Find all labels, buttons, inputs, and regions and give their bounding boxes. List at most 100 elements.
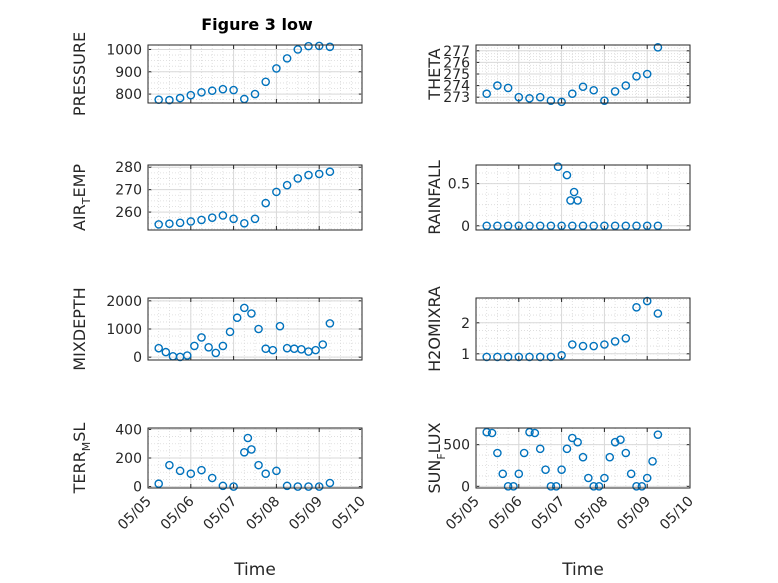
data-point bbox=[247, 309, 256, 318]
data-point bbox=[514, 221, 524, 231]
data-point bbox=[175, 218, 185, 228]
axes-box bbox=[147, 44, 363, 104]
data-point bbox=[186, 217, 196, 226]
data-point bbox=[578, 452, 588, 462]
data-point bbox=[642, 473, 652, 483]
data-point bbox=[493, 448, 502, 458]
data-point bbox=[275, 321, 285, 331]
x-tick-label: 05/05 bbox=[115, 494, 155, 534]
data-point bbox=[632, 302, 641, 312]
data-point bbox=[569, 187, 579, 197]
y-tick-label: 2 bbox=[461, 316, 470, 332]
axes-box bbox=[147, 297, 363, 361]
data-point bbox=[229, 214, 238, 224]
data-point bbox=[229, 482, 238, 491]
data-point bbox=[519, 448, 529, 458]
data-point bbox=[610, 87, 620, 96]
data-point bbox=[621, 448, 631, 458]
data-point bbox=[642, 221, 652, 231]
data-point bbox=[239, 303, 249, 313]
data-point bbox=[616, 435, 625, 444]
data-point bbox=[653, 221, 663, 231]
data-point bbox=[218, 481, 228, 491]
data-point bbox=[525, 94, 534, 103]
y-tick-label: 260 bbox=[115, 205, 142, 221]
data-point bbox=[503, 482, 513, 491]
y-axis-label: THETA bbox=[425, 48, 444, 100]
data-point bbox=[282, 180, 292, 190]
data-point bbox=[204, 343, 213, 352]
data-point bbox=[161, 347, 171, 357]
data-point bbox=[197, 333, 206, 342]
data-point bbox=[272, 466, 281, 476]
data-point bbox=[247, 445, 256, 454]
data-point bbox=[182, 351, 192, 360]
data-point bbox=[154, 220, 163, 229]
y-tick-label: 800 bbox=[115, 87, 142, 103]
y-tick-label: 273 bbox=[443, 90, 470, 106]
y-tick-label: 276 bbox=[443, 55, 470, 71]
data-point bbox=[589, 341, 599, 351]
y-tick-label: 270 bbox=[115, 183, 142, 199]
x-tick-label: 05/06 bbox=[486, 493, 526, 533]
data-point bbox=[632, 221, 641, 231]
data-point bbox=[175, 466, 185, 476]
data-point bbox=[304, 482, 313, 491]
axes-box bbox=[475, 427, 691, 489]
data-point bbox=[482, 89, 492, 99]
data-point bbox=[218, 211, 228, 220]
data-point bbox=[165, 95, 174, 105]
data-point bbox=[239, 447, 249, 457]
data-point bbox=[304, 170, 313, 180]
data-point bbox=[218, 341, 228, 351]
data-point bbox=[568, 340, 577, 349]
y-axis-label: SUNFLUX bbox=[425, 422, 448, 493]
y-axis-label: PRESSURE bbox=[70, 32, 89, 116]
data-point bbox=[610, 437, 620, 447]
data-point bbox=[314, 169, 324, 179]
data-point bbox=[261, 469, 271, 479]
y-tick-label: 280 bbox=[115, 160, 142, 176]
data-point bbox=[197, 465, 206, 475]
y-tick-label: 274 bbox=[443, 79, 470, 95]
data-point bbox=[535, 92, 545, 102]
data-point bbox=[503, 221, 513, 231]
data-point bbox=[530, 428, 540, 438]
data-point bbox=[514, 92, 524, 102]
data-point bbox=[600, 340, 609, 349]
panel-pressure: 800 900 1000 PRESSURE Figure 3 low bbox=[70, 15, 363, 116]
data-point bbox=[207, 473, 217, 483]
data-point bbox=[578, 221, 588, 231]
data-point bbox=[578, 341, 588, 351]
data-point bbox=[314, 41, 324, 51]
data-point bbox=[268, 345, 278, 355]
x-tick-label: 05/07 bbox=[201, 494, 241, 534]
x-tick-label: 05/09 bbox=[286, 494, 326, 534]
data-point bbox=[562, 444, 572, 454]
data-point bbox=[293, 482, 303, 491]
data-point bbox=[653, 43, 663, 52]
data-point bbox=[304, 41, 313, 51]
data-point bbox=[568, 89, 577, 99]
figure-title: Figure 3 low bbox=[201, 15, 313, 34]
panel-terr-msl: 0 200 400 05/05 05/06 05/07 05/08 05/09 05/10 Tim… bbox=[70, 422, 369, 580]
y-tick-label: 0 bbox=[133, 350, 142, 366]
data-point bbox=[632, 72, 641, 81]
data-point bbox=[621, 81, 631, 90]
axes-box bbox=[147, 164, 363, 231]
x-tick-label: 05/06 bbox=[158, 493, 198, 533]
data-point bbox=[546, 482, 556, 491]
y-tick-label: 900 bbox=[115, 65, 142, 81]
x-tick-label: 05/05 bbox=[443, 494, 483, 534]
data-point bbox=[557, 221, 566, 231]
data-point bbox=[482, 427, 492, 437]
y-tick-label: 1000 bbox=[106, 42, 142, 58]
data-point bbox=[535, 444, 545, 454]
data-point bbox=[653, 309, 663, 318]
data-point bbox=[514, 469, 524, 479]
x-tick-label: 05/10 bbox=[329, 494, 369, 534]
y-tick-label: 0.5 bbox=[448, 177, 470, 193]
data-point bbox=[610, 221, 620, 231]
data-point bbox=[225, 327, 235, 337]
